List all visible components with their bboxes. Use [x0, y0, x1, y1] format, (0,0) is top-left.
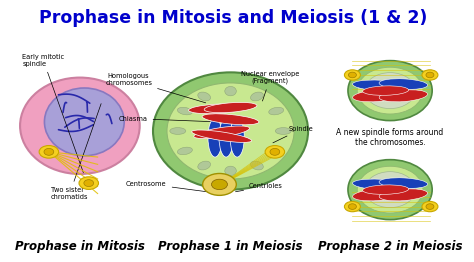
Ellipse shape	[353, 179, 405, 190]
Ellipse shape	[225, 86, 237, 96]
Ellipse shape	[170, 128, 186, 134]
Ellipse shape	[365, 172, 415, 208]
Ellipse shape	[422, 70, 438, 80]
Ellipse shape	[84, 180, 94, 187]
Ellipse shape	[422, 201, 438, 212]
Ellipse shape	[353, 90, 401, 102]
Ellipse shape	[211, 179, 228, 190]
Ellipse shape	[353, 189, 401, 201]
Ellipse shape	[363, 185, 409, 194]
Ellipse shape	[269, 147, 284, 155]
Ellipse shape	[202, 173, 237, 195]
Text: Homologous
chromosomes: Homologous chromosomes	[105, 73, 206, 103]
Ellipse shape	[379, 189, 428, 201]
Ellipse shape	[198, 92, 210, 101]
Ellipse shape	[79, 177, 99, 189]
Ellipse shape	[345, 70, 360, 80]
Ellipse shape	[194, 126, 250, 139]
Ellipse shape	[204, 102, 257, 113]
Ellipse shape	[365, 73, 415, 108]
Text: Centrosome: Centrosome	[126, 181, 208, 192]
Ellipse shape	[270, 148, 280, 155]
Ellipse shape	[379, 90, 428, 102]
Ellipse shape	[225, 166, 237, 176]
Ellipse shape	[219, 118, 233, 157]
Ellipse shape	[202, 114, 259, 125]
Text: Prophase in Mitosis and Meiosis (1 & 2): Prophase in Mitosis and Meiosis (1 & 2)	[38, 8, 427, 26]
Ellipse shape	[426, 204, 434, 209]
Ellipse shape	[357, 166, 423, 213]
Ellipse shape	[191, 130, 252, 143]
Ellipse shape	[353, 80, 405, 91]
Text: Prophase in Mitosis: Prophase in Mitosis	[15, 241, 145, 254]
Ellipse shape	[20, 78, 140, 174]
Ellipse shape	[348, 72, 356, 78]
Ellipse shape	[348, 160, 432, 220]
Text: Spindle: Spindle	[273, 126, 314, 143]
Text: Nuclear envelope
(Fragment): Nuclear envelope (Fragment)	[241, 71, 300, 101]
Ellipse shape	[208, 118, 222, 157]
Ellipse shape	[265, 146, 284, 158]
Ellipse shape	[269, 107, 284, 115]
Ellipse shape	[177, 107, 192, 115]
Text: Early mitotic
spindle: Early mitotic spindle	[22, 54, 83, 173]
Text: Chiasma: Chiasma	[118, 116, 214, 122]
Ellipse shape	[39, 146, 59, 158]
Text: Prophase 1 in Meiosis: Prophase 1 in Meiosis	[158, 241, 303, 254]
Ellipse shape	[251, 92, 263, 101]
Ellipse shape	[379, 79, 428, 89]
Ellipse shape	[44, 148, 54, 155]
Text: Centrioles: Centrioles	[236, 183, 283, 192]
Ellipse shape	[379, 178, 428, 188]
Ellipse shape	[251, 161, 263, 170]
Ellipse shape	[45, 88, 124, 156]
Ellipse shape	[357, 67, 423, 114]
Ellipse shape	[426, 72, 434, 78]
Ellipse shape	[363, 86, 409, 95]
Ellipse shape	[198, 161, 210, 170]
Ellipse shape	[345, 201, 360, 212]
Text: Prophase 2 in Meiosis: Prophase 2 in Meiosis	[318, 241, 462, 254]
Ellipse shape	[167, 83, 294, 179]
Ellipse shape	[348, 61, 432, 121]
Ellipse shape	[275, 128, 291, 134]
Ellipse shape	[177, 147, 192, 155]
Text: A new spindle forms around
the chromosomes.: A new spindle forms around the chromosom…	[337, 128, 444, 147]
Ellipse shape	[189, 104, 246, 114]
Ellipse shape	[153, 72, 308, 190]
Ellipse shape	[230, 118, 244, 157]
Ellipse shape	[348, 204, 356, 209]
Text: Two sister
chromatids: Two sister chromatids	[51, 104, 101, 200]
